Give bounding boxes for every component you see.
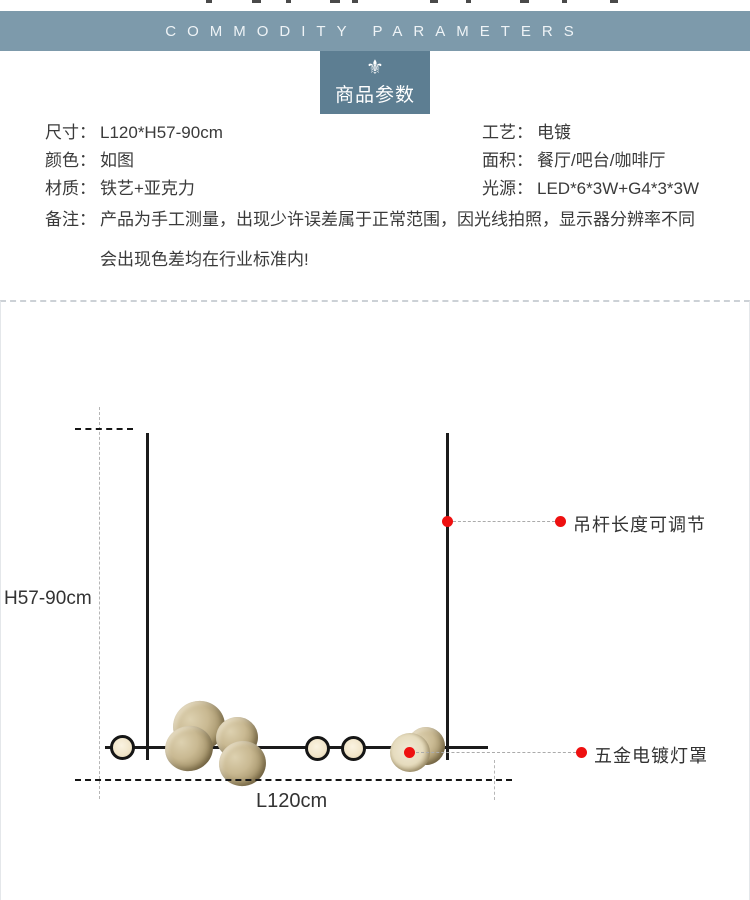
- callout-marker-rod: [442, 516, 453, 527]
- spec-craft: 工艺： 电镀: [482, 122, 571, 144]
- cropped-artifact: [286, 0, 291, 3]
- cropped-artifact: [610, 0, 618, 3]
- lampshade-small-1: [110, 735, 135, 760]
- callout-leader-shade: [416, 752, 576, 753]
- spec-area-value: 餐厅/吧台/咖啡厅: [537, 151, 666, 170]
- cropped-artifact: [330, 0, 340, 3]
- callout-rod-label: 吊杆长度可调节: [573, 515, 706, 535]
- spec-note: 备注： 产品为手工测量，出现少许误差属于正常范围，因光线拍照，显示器分辨率不同: [45, 209, 695, 231]
- length-extension-line: [494, 760, 495, 800]
- length-dimension-line: [75, 779, 512, 781]
- lamp-horizontal-bar: [105, 746, 488, 749]
- spec-light-source: 光源： LED*6*3W+G4*3*3W: [482, 178, 699, 200]
- spec-color-value: 如图: [100, 151, 134, 170]
- cropped-artifact: [352, 0, 358, 3]
- spec-color: 颜色： 如图: [45, 150, 134, 172]
- height-extension-line: [99, 407, 100, 799]
- callout-marker-shade-label: [576, 747, 587, 758]
- spec-material: 材质： 铁艺+亚克力: [45, 178, 195, 200]
- spec-light-source-value: LED*6*3W+G4*3*3W: [537, 179, 700, 198]
- callout-marker-shade: [404, 747, 415, 758]
- badge-label: 商品参数: [334, 85, 415, 106]
- cropped-artifact: [466, 0, 471, 3]
- spec-craft-value: 电镀: [537, 123, 571, 142]
- callout-shade-label: 五金电镀灯罩: [594, 746, 708, 766]
- spec-size-label: 尺寸：: [45, 123, 96, 142]
- spec-note-line2: 会出现色差均在行业标准内!: [100, 250, 309, 269]
- spec-craft-label: 工艺：: [482, 123, 533, 142]
- hanging-rod-right: [446, 433, 449, 760]
- cropped-artifact: [520, 0, 529, 3]
- spec-area-label: 面积：: [482, 151, 533, 170]
- lampshade-small-2: [305, 736, 330, 761]
- cropped-artifact: [430, 0, 438, 3]
- spec-size-value: L120*H57-90cm: [100, 123, 223, 142]
- hanging-rod-left: [146, 433, 149, 760]
- callout-leader-rod: [453, 521, 555, 522]
- spec-note-label: 备注：: [45, 210, 96, 229]
- cropped-artifact: [206, 0, 212, 3]
- fleur-de-lis-icon: ⚜: [366, 57, 384, 79]
- height-dimension-label: H57-90cm: [4, 588, 92, 609]
- banner-title: COMMODITY PARAMETERS: [165, 22, 585, 40]
- spec-size: 尺寸： L120*H57-90cm: [45, 122, 223, 144]
- spec-material-label: 材质：: [45, 179, 96, 198]
- callout-marker-rod-label: [555, 516, 566, 527]
- spec-light-source-label: 光源：: [482, 179, 533, 198]
- spec-material-value: 铁艺+亚克力: [100, 179, 195, 198]
- section-badge: ⚜ 商品参数: [320, 51, 430, 114]
- cropped-artifact: [252, 0, 261, 3]
- spec-color-label: 颜色：: [45, 151, 96, 170]
- cropped-artifact: [562, 0, 567, 3]
- spec-note-line1: 产品为手工测量，出现少许误差属于正常范围，因光线拍照，显示器分辨率不同: [100, 210, 695, 229]
- height-top-tick: [75, 428, 133, 430]
- diagram-frame: [0, 300, 750, 900]
- lampshade-small-3: [341, 736, 366, 761]
- section-banner: COMMODITY PARAMETERS: [0, 11, 750, 51]
- spec-area: 面积： 餐厅/吧台/咖啡厅: [482, 150, 665, 172]
- length-dimension-label: L120cm: [256, 790, 328, 812]
